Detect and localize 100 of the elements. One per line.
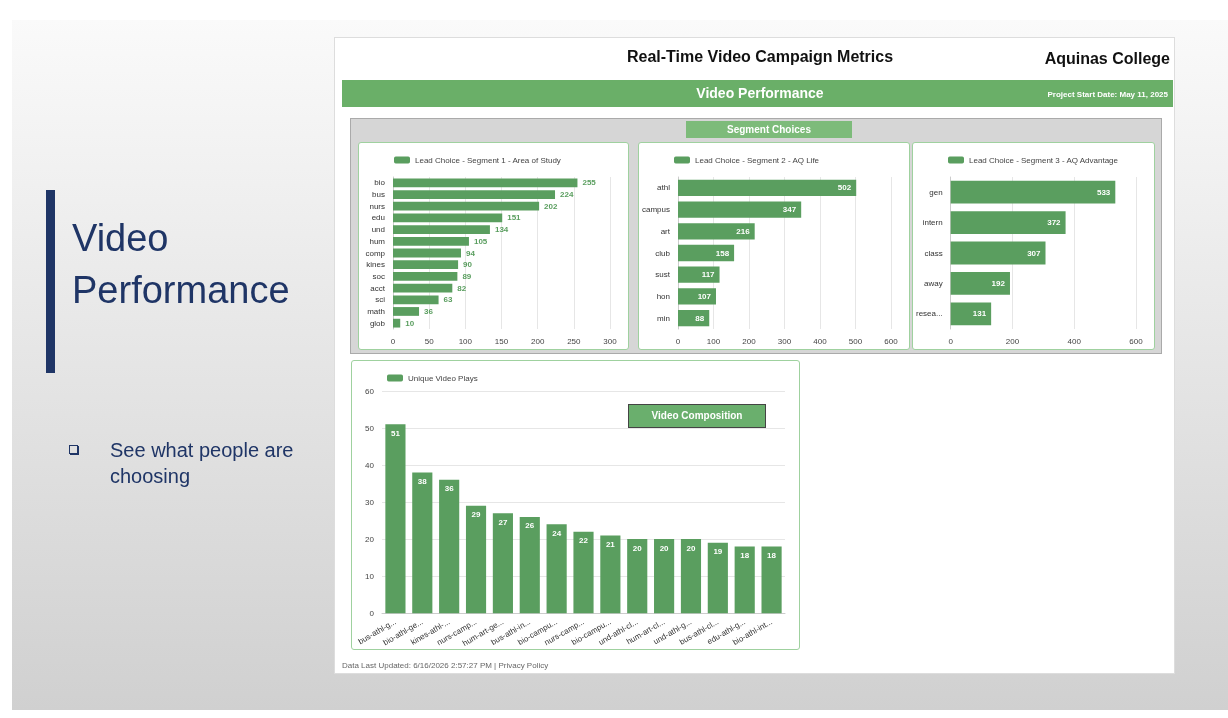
bar xyxy=(393,213,503,223)
bar xyxy=(950,180,1116,204)
x-tick-label: 0 xyxy=(948,336,954,346)
bar xyxy=(761,546,782,614)
data-label: 117 xyxy=(701,270,716,280)
y-tick-label: 10 xyxy=(365,571,375,581)
text: See what people are choosing xyxy=(110,438,295,489)
bar xyxy=(678,201,802,218)
x-tick-label: 100 xyxy=(458,336,473,346)
data-label: 36 xyxy=(444,484,455,494)
bar xyxy=(950,302,992,326)
bar xyxy=(573,531,594,614)
data-label: 18 xyxy=(767,551,777,560)
data-label: 26 xyxy=(525,521,535,531)
bar xyxy=(393,307,420,316)
bar xyxy=(678,288,716,305)
data-label: 192 xyxy=(991,278,1006,288)
bar xyxy=(412,472,433,614)
data-label: 29 xyxy=(471,510,482,520)
annotation: Video Composition xyxy=(651,410,743,421)
bar xyxy=(950,272,1010,295)
text: Project Start Date: May 11, 2025 xyxy=(1046,90,1168,99)
x-tick-label: 400 xyxy=(813,336,828,346)
text: Real-Time Video Campaign Metrics xyxy=(625,48,895,66)
y-tick-label: away xyxy=(923,278,943,288)
x-tick-label: 200 xyxy=(1005,336,1020,346)
bar xyxy=(393,260,459,270)
data-label: 20 xyxy=(686,543,696,553)
y-tick-label: class xyxy=(924,248,943,258)
y-tick-label: 40 xyxy=(365,460,375,470)
data-label: 20 xyxy=(632,543,643,553)
y-tick-label: glob xyxy=(369,318,386,328)
y-tick-label: intern xyxy=(922,218,943,228)
bar xyxy=(734,546,755,614)
bar xyxy=(678,266,720,283)
data-label: 372 xyxy=(1047,218,1062,228)
bar xyxy=(600,535,621,614)
y-tick-label: acct xyxy=(370,283,386,293)
bar xyxy=(950,211,1066,234)
bar xyxy=(439,479,460,614)
data-label: 22 xyxy=(579,536,589,546)
legend-label: Unique Video Plays xyxy=(408,373,478,383)
y-tick-label: min xyxy=(657,313,671,323)
caption-button: Video Composition xyxy=(628,404,766,428)
data-label: 27 xyxy=(498,517,508,527)
y-tick-label: hum xyxy=(369,236,386,246)
x-tick-label: 50 xyxy=(424,336,435,346)
x-tick-label: 600 xyxy=(884,336,899,346)
x-tick-label: 400 xyxy=(1067,336,1082,346)
data-label: 255 xyxy=(582,178,597,188)
bar xyxy=(678,244,735,262)
y-tick-label: athl xyxy=(657,183,671,193)
text: Aquinas College xyxy=(1043,50,1170,68)
text: Data Last Updated: 6/16/2026 2:57:27 PM | Privacy Policy xyxy=(342,661,550,670)
y-tick-label: hon xyxy=(656,291,671,301)
y-tick-label: resea... xyxy=(915,309,943,319)
bar xyxy=(678,179,857,196)
data-label: 202 xyxy=(544,201,559,211)
data-label: 158 xyxy=(715,248,730,258)
bar xyxy=(950,241,1046,265)
y-tick-label: 30 xyxy=(365,497,375,507)
y-tick-label: und xyxy=(371,225,385,235)
x-tick-label: 500 xyxy=(848,336,863,346)
data-label: 10 xyxy=(405,318,415,328)
bar xyxy=(680,539,702,614)
data-label: 63 xyxy=(443,295,454,305)
bar xyxy=(393,318,401,328)
y-tick-label: edu xyxy=(371,213,385,223)
legend-label: Lead Choice - Segment 2 - AQ Life xyxy=(695,155,820,165)
data-label: 216 xyxy=(736,226,751,236)
bar xyxy=(393,272,458,281)
y-tick-label: soc xyxy=(372,271,385,281)
data-label: 105 xyxy=(473,236,488,246)
x-tick-label: 300 xyxy=(603,336,618,346)
y-tick-label: 0 xyxy=(369,608,375,618)
data-label: 502 xyxy=(837,183,852,193)
y-tick-label: art xyxy=(660,226,671,236)
data-label: 51 xyxy=(390,428,401,438)
x-tick-label: 100 xyxy=(706,336,721,346)
text: Video Performance xyxy=(72,216,291,313)
bar xyxy=(707,542,728,614)
data-label: 134 xyxy=(494,225,509,235)
data-label: 347 xyxy=(782,205,797,215)
x-tick-label: 200 xyxy=(530,336,545,346)
y-tick-label: comp xyxy=(365,248,386,258)
bar xyxy=(385,424,406,614)
bar xyxy=(627,539,648,614)
bar xyxy=(546,524,567,614)
x-tick-label: 600 xyxy=(1129,336,1144,346)
x-tick-label: 200 xyxy=(742,336,757,346)
y-tick-label: nurs xyxy=(369,201,385,211)
bar xyxy=(393,283,453,293)
y-tick-label: 50 xyxy=(365,423,375,433)
x-tick-label: 0 xyxy=(390,336,396,346)
x-tick-label: 150 xyxy=(494,336,509,346)
y-tick-label: gen xyxy=(929,187,943,197)
bar xyxy=(492,513,513,614)
bar xyxy=(393,248,461,258)
bar xyxy=(393,178,578,188)
data-label: 36 xyxy=(424,306,434,316)
